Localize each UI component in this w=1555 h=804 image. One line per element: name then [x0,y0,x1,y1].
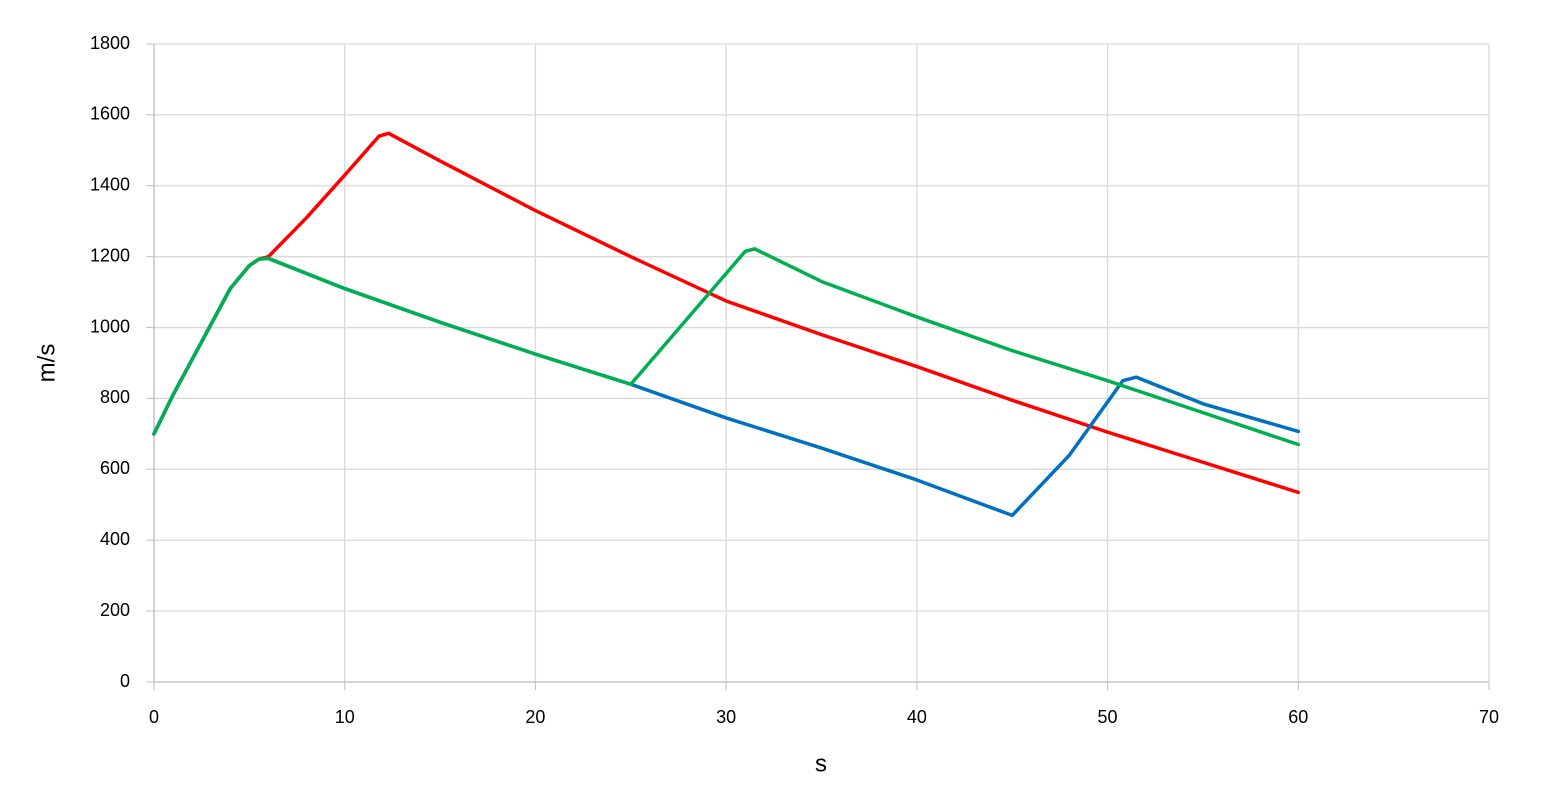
x-tick-label: 40 [907,707,927,727]
y-tick-label: 1400 [90,175,130,195]
line-series [152,247,1301,447]
x-tick-label: 30 [716,707,736,727]
y-tick-label: 1000 [90,316,130,336]
y-tick-label: 0 [120,671,130,691]
x-tick-label: 60 [1288,707,1308,727]
x-tick-label: 20 [525,707,545,727]
x-tick-label: 70 [1479,707,1499,727]
x-tick-label: 0 [149,707,159,727]
y-tick-label: 1600 [90,104,130,124]
x-tick-label: 50 [1098,707,1118,727]
y-tick-label: 1200 [90,245,130,265]
y-tick-label: 400 [100,529,130,549]
x-tick-label: 10 [335,707,355,727]
y-tick-label: 1800 [90,33,130,53]
y-tick-label: 800 [100,387,130,407]
y-axis-title: m/s [33,344,60,383]
y-tick-label: 200 [100,600,130,620]
y-tick-label: 600 [100,458,130,478]
x-axis-title: s [815,750,827,777]
